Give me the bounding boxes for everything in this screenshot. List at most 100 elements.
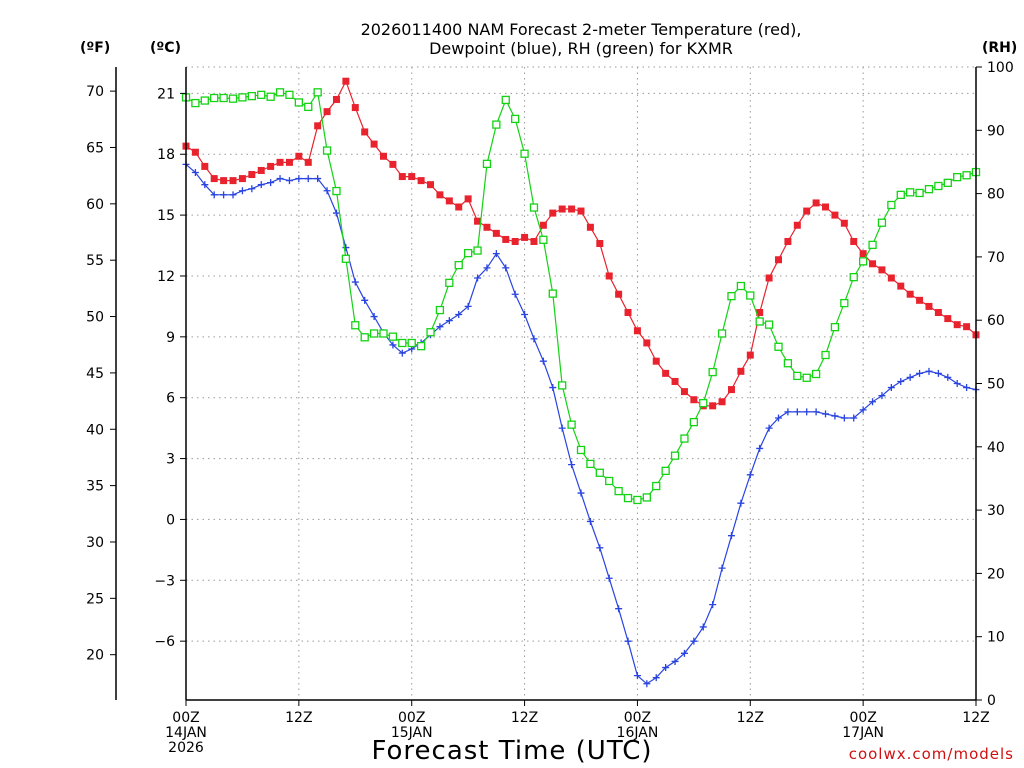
rh-point xyxy=(313,88,322,97)
rh-point xyxy=(351,321,360,330)
rh-point xyxy=(463,248,473,258)
time-tick-label: 12Z xyxy=(962,710,989,726)
rh-point xyxy=(755,317,764,326)
temperature-point xyxy=(398,173,406,181)
temperature-point xyxy=(276,158,284,166)
rh-point xyxy=(388,332,398,341)
fahrenheit-tick-label: 35 xyxy=(86,479,104,495)
temperature-point xyxy=(709,402,717,410)
temperature-point xyxy=(756,308,764,316)
rh-point xyxy=(934,181,943,191)
rh-point xyxy=(830,323,840,332)
rh-point xyxy=(416,342,426,351)
rh-point xyxy=(304,102,313,112)
temperature-point xyxy=(690,396,698,404)
temperature-point xyxy=(718,398,726,406)
dewpoint-point xyxy=(558,424,566,432)
rh-point xyxy=(717,329,727,338)
rh-point xyxy=(802,373,811,382)
dewpoint-point xyxy=(756,444,764,452)
rh-point xyxy=(520,149,529,158)
dewpoint-point xyxy=(605,574,613,582)
rh-point xyxy=(228,94,238,103)
fahrenheit-tick-label: 20 xyxy=(86,648,104,664)
temperature-point xyxy=(812,199,820,207)
rh-point xyxy=(924,185,934,194)
rh-point xyxy=(849,273,858,282)
celsius-tick-label: 0 xyxy=(166,512,175,528)
temperature-point xyxy=(267,162,275,170)
temperature-point xyxy=(840,219,848,227)
rh-point xyxy=(783,359,793,368)
temperature-point xyxy=(822,203,830,211)
temperature-point xyxy=(210,175,218,183)
rh-point xyxy=(454,260,463,270)
dewpoint-point xyxy=(238,187,246,195)
dewpoint-point xyxy=(812,408,820,416)
temperature-point xyxy=(257,166,265,174)
dewpoint-point xyxy=(699,623,707,631)
temperature-point xyxy=(662,369,670,377)
rh-point xyxy=(774,342,783,351)
dewpoint-point xyxy=(191,169,199,176)
celsius-tick-label: 9 xyxy=(166,330,175,346)
dewpoint-point xyxy=(887,384,895,392)
temperature-point xyxy=(953,321,961,329)
rh-unit-label: (RH) xyxy=(982,40,1017,56)
dewpoint-point xyxy=(248,185,256,193)
temperature-series xyxy=(182,77,980,410)
dewpoint-point xyxy=(474,274,482,282)
dewpoint-point xyxy=(539,357,547,365)
dewpoint-point xyxy=(549,384,557,392)
temperature-point xyxy=(248,171,256,179)
dewpoint-point xyxy=(643,680,651,688)
dewpoint-point xyxy=(389,341,397,349)
temperature-point xyxy=(464,195,472,203)
dewpoint-point xyxy=(963,384,971,392)
temperature-point xyxy=(624,308,632,316)
rh-point xyxy=(200,96,209,105)
temperature-point xyxy=(906,290,914,298)
rh-point xyxy=(906,188,915,197)
dewpoint-point xyxy=(784,408,792,416)
temperature-point xyxy=(765,274,773,282)
temperature-point xyxy=(492,229,500,237)
rh-point xyxy=(887,200,896,210)
rh-tick-label: 10 xyxy=(987,630,1005,646)
rh-point xyxy=(595,468,604,477)
temperature-point xyxy=(295,152,303,160)
dewpoint-point xyxy=(793,408,801,416)
temperature-point xyxy=(361,128,369,136)
dewpoint-point xyxy=(953,380,961,387)
dewpoint-point xyxy=(285,177,293,185)
temperature-point xyxy=(916,296,924,304)
fahrenheit-tick-label: 70 xyxy=(86,84,104,100)
temperature-point xyxy=(671,377,679,385)
chart-title-line-2: Dewpoint (blue), RH (green) for KXMR xyxy=(429,39,733,58)
temperature-point xyxy=(445,197,453,205)
dewpoint-point xyxy=(925,367,933,375)
rh-point xyxy=(642,493,651,502)
dewpoint-point xyxy=(521,311,529,319)
temperature-point xyxy=(586,223,594,231)
rh-point xyxy=(407,338,416,348)
rh-tick-label: 50 xyxy=(987,377,1005,393)
rh-point xyxy=(858,257,868,266)
dewpoint-point xyxy=(229,191,237,199)
rh-point xyxy=(379,329,388,338)
rh-point xyxy=(548,289,557,298)
fahrenheit-tick-label: 45 xyxy=(86,366,104,382)
rh-point xyxy=(294,98,304,107)
rh-point xyxy=(605,476,614,486)
series-layer xyxy=(181,77,981,688)
rh-line xyxy=(185,90,977,501)
fahrenheit-tick-label: 65 xyxy=(86,140,104,156)
rh-point xyxy=(360,333,369,342)
rh-point xyxy=(501,95,510,105)
dewpoint-point xyxy=(530,335,538,343)
dewpoint-point xyxy=(840,414,848,422)
rh-point xyxy=(529,203,539,212)
rh-point xyxy=(445,278,454,288)
rh-point xyxy=(727,291,736,301)
temperature-point xyxy=(615,290,623,298)
